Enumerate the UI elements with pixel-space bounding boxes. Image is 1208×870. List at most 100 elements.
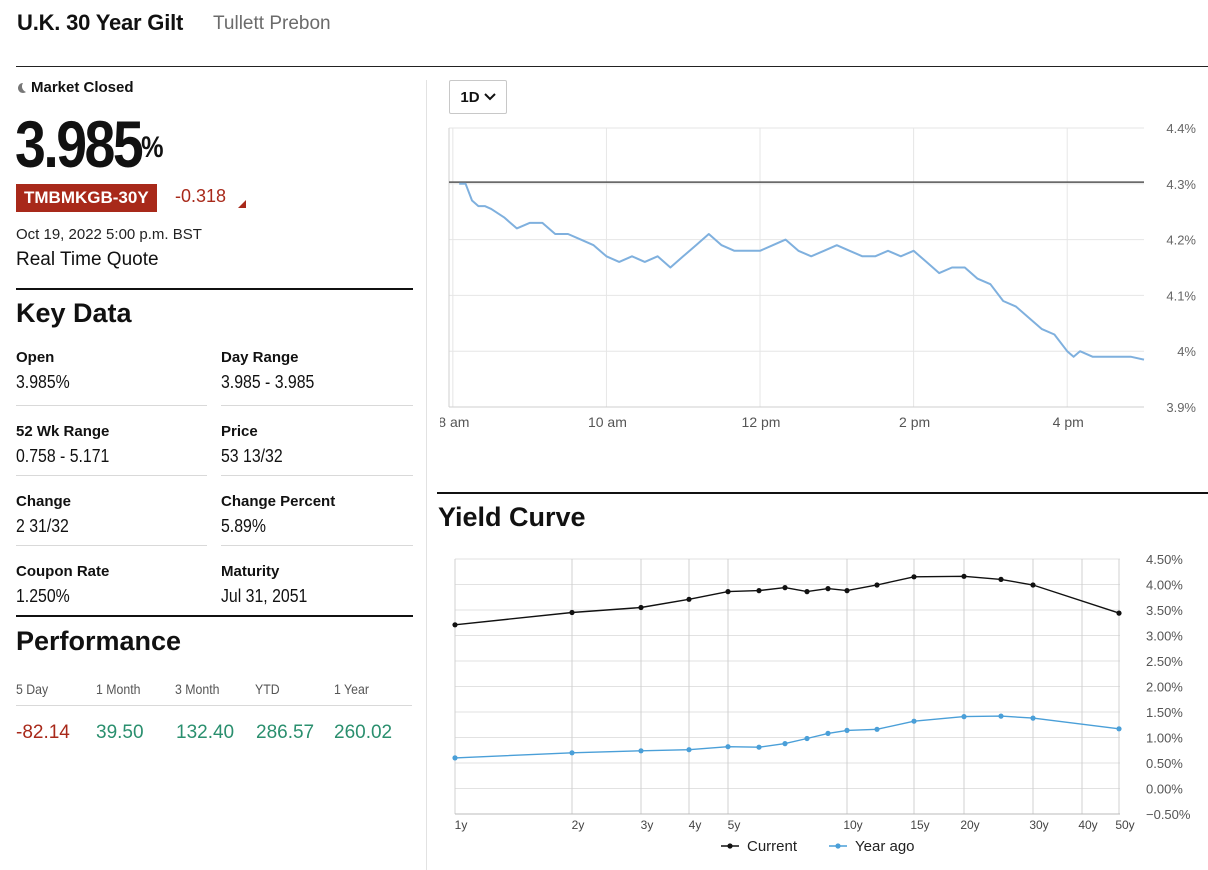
- data-point: [825, 730, 831, 736]
- x-tick-label: 8 am: [440, 414, 469, 430]
- data-point: [844, 727, 850, 733]
- chevron-down-icon: [483, 93, 496, 101]
- x-tick-label: 20y: [960, 818, 979, 832]
- intraday-yield-line: [459, 182, 1145, 361]
- performance-value: -82.14: [16, 722, 70, 743]
- key-data-separator: [221, 405, 413, 406]
- market-status: Market Closed: [16, 79, 134, 96]
- key-data-separator: [16, 405, 207, 406]
- performance-label: 1 Year: [334, 681, 369, 697]
- performance-value: 260.02: [334, 722, 393, 743]
- yield-curve-chart: 4.50% 4.00% 3.50% 3.00% 2.50% 2.00% 1.50% 1.00%…: [452, 552, 1191, 855]
- data-point: [1116, 610, 1122, 616]
- x-tick-label: 10y: [843, 818, 862, 832]
- data-point: [1116, 726, 1122, 732]
- y-tick-label: 2.50%: [1146, 654, 1183, 669]
- key-data-value: 1.250%: [16, 586, 70, 606]
- data-point: [804, 735, 810, 742]
- legend-swatch-dot: [727, 843, 733, 849]
- data-point: [825, 586, 831, 592]
- range-dropdown-value: 1D: [460, 88, 480, 106]
- data-point: [725, 589, 731, 595]
- y-tick-label: 3.00%: [1146, 629, 1183, 644]
- y-tick-label: 1.50%: [1146, 705, 1183, 720]
- key-data-label: Price: [221, 423, 258, 440]
- x-tick-label: 12 pm: [742, 414, 781, 430]
- data-point: [686, 747, 692, 753]
- performance-label: YTD: [255, 681, 280, 697]
- legend-label: Current: [747, 838, 798, 855]
- moon-icon: [18, 82, 26, 93]
- y-tick-label: 4.2%: [1166, 233, 1196, 248]
- x-tick-label: 10 am: [588, 414, 627, 430]
- x-tick-label: 30y: [1029, 818, 1048, 832]
- performance-separator: [16, 705, 412, 706]
- performance-rule: [16, 615, 413, 617]
- ticker-badge: TMBMKGB-30Y: [16, 184, 157, 212]
- performance-value: 39.50: [96, 722, 144, 743]
- x-tick-label: 2 pm: [899, 414, 930, 430]
- quote-timestamp: Oct 19, 2022 5:00 p.m. BST: [16, 226, 202, 243]
- data-point: [911, 574, 917, 580]
- performance-label: 1 Month: [96, 681, 141, 697]
- last-price-unit: %: [141, 131, 164, 164]
- title-divider: [16, 66, 1208, 67]
- data-point: [961, 714, 967, 720]
- performance-label: 5 Day: [16, 681, 49, 697]
- data-point: [452, 622, 458, 628]
- key-data-label: Day Range: [221, 349, 299, 366]
- key-data-value: 0.758 - 5.171: [16, 446, 110, 466]
- y-tick-label: 2.00%: [1146, 680, 1183, 695]
- x-tick-label: 1y: [455, 818, 468, 832]
- data-source: Tullett Prebon: [213, 13, 331, 34]
- legend-swatch-dot: [835, 843, 841, 849]
- key-data-separator: [16, 545, 207, 546]
- key-data-value: 2 31/32: [16, 516, 69, 536]
- key-data-rule: [16, 288, 413, 290]
- data-point: [874, 726, 880, 732]
- y-tick-label: 4.00%: [1146, 578, 1183, 593]
- x-tick-label: 4y: [689, 818, 702, 832]
- data-point: [998, 576, 1004, 582]
- key-data-separator: [221, 545, 413, 546]
- performance-title: Performance: [16, 626, 182, 656]
- key-data-separator: [221, 475, 413, 476]
- key-data-title: Key Data: [16, 298, 132, 328]
- y-tick-label: 4.4%: [1166, 121, 1196, 136]
- performance-value: 132.40: [176, 722, 235, 743]
- key-data-label: Change Percent: [221, 493, 336, 510]
- x-tick-label: 3y: [641, 818, 654, 832]
- key-data-label: Coupon Rate: [16, 563, 110, 580]
- key-data-value: 5.89%: [221, 516, 266, 536]
- key-data-label: Maturity: [221, 563, 280, 580]
- data-point: [782, 585, 788, 591]
- key-data-value: 3.985 - 3.985: [221, 372, 315, 392]
- data-point: [804, 589, 810, 595]
- key-data-value: 53 13/32: [221, 446, 283, 466]
- legend-label: Year ago: [855, 838, 915, 855]
- data-point: [782, 741, 788, 747]
- y-tick-label: 0.00%: [1146, 782, 1183, 797]
- x-tick-label: 5y: [728, 818, 741, 832]
- last-price-value: 3.985: [15, 107, 144, 181]
- data-point: [756, 588, 762, 594]
- y-tick-label: −0.50%: [1146, 807, 1191, 822]
- data-point: [686, 596, 692, 602]
- column-divider: [426, 80, 427, 870]
- y-tick-label: 3.50%: [1146, 603, 1183, 618]
- y-tick-label: 4.3%: [1166, 177, 1196, 192]
- performance-value: 286.57: [256, 722, 315, 743]
- range-dropdown[interactable]: 1D: [449, 80, 507, 114]
- data-point: [569, 609, 575, 616]
- last-price: 3.985%: [15, 106, 164, 182]
- y-tick-label: 4.1%: [1166, 288, 1196, 303]
- performance-label: 3 Month: [175, 681, 220, 697]
- data-point: [452, 755, 458, 761]
- data-point: [844, 588, 850, 594]
- data-point: [998, 713, 1004, 719]
- data-point: [638, 748, 644, 754]
- data-point: [569, 750, 575, 756]
- key-data-label: Change: [16, 493, 72, 510]
- data-point: [1030, 715, 1036, 721]
- y-tick-label: 4.50%: [1146, 552, 1183, 567]
